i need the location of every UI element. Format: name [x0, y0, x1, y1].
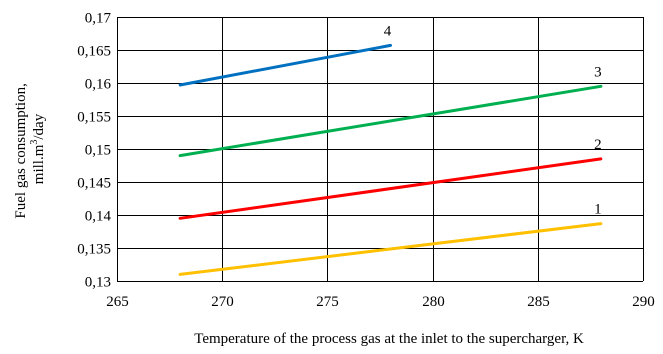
- y-axis-title-superscript: 3: [29, 140, 40, 145]
- x-tick-label: 280: [422, 294, 445, 310]
- y-tick-label: 0,135: [77, 242, 111, 258]
- x-tick-label: 285: [527, 294, 550, 310]
- x-tick-label: 290: [632, 294, 655, 310]
- series-line-1: [178, 222, 603, 276]
- series-line-4: [178, 43, 392, 87]
- x-tick-label: 270: [211, 294, 234, 310]
- x-tick-label: 275: [316, 294, 339, 310]
- series-label-4: 4: [384, 23, 392, 39]
- tick-labels-layer: 0,13 0,135 0,14 0,145 0,15 0,155 0,16 0,165 0,17…: [77, 11, 655, 311]
- y-tick-label: 0,13: [85, 275, 111, 291]
- y-axis-title-line2: mill.m3/day: [29, 113, 47, 184]
- x-axis-title: Temperature of the process gas at the in…: [194, 331, 584, 347]
- y-tick-label: 0,16: [85, 77, 112, 93]
- y-axis-title-line1: Fuel gas consumption,: [13, 83, 29, 218]
- y-tick-label: 0,155: [77, 110, 111, 126]
- series-line-3: [178, 84, 603, 158]
- series-layer: [178, 43, 603, 276]
- y-axis-title: Fuel gas consumption, mill.m3/day: [13, 79, 47, 218]
- y-tick-label: 0,17: [85, 11, 112, 27]
- y-axis-title-prefix: mill.m: [31, 144, 47, 184]
- y-tick-label: 0,14: [85, 209, 112, 225]
- series-label-1: 1: [594, 202, 602, 218]
- x-tick-label: 265: [106, 294, 129, 310]
- series-label-2: 2: [594, 137, 602, 153]
- grid-layer: [117, 17, 644, 282]
- y-axis-title-suffix: /day: [31, 113, 47, 139]
- y-tick-label: 0,15: [85, 143, 111, 159]
- y-tick-label: 0,145: [77, 176, 111, 192]
- series-line-2: [178, 157, 603, 220]
- y-tick-label: 0,165: [77, 44, 111, 60]
- series-label-3: 3: [594, 64, 602, 80]
